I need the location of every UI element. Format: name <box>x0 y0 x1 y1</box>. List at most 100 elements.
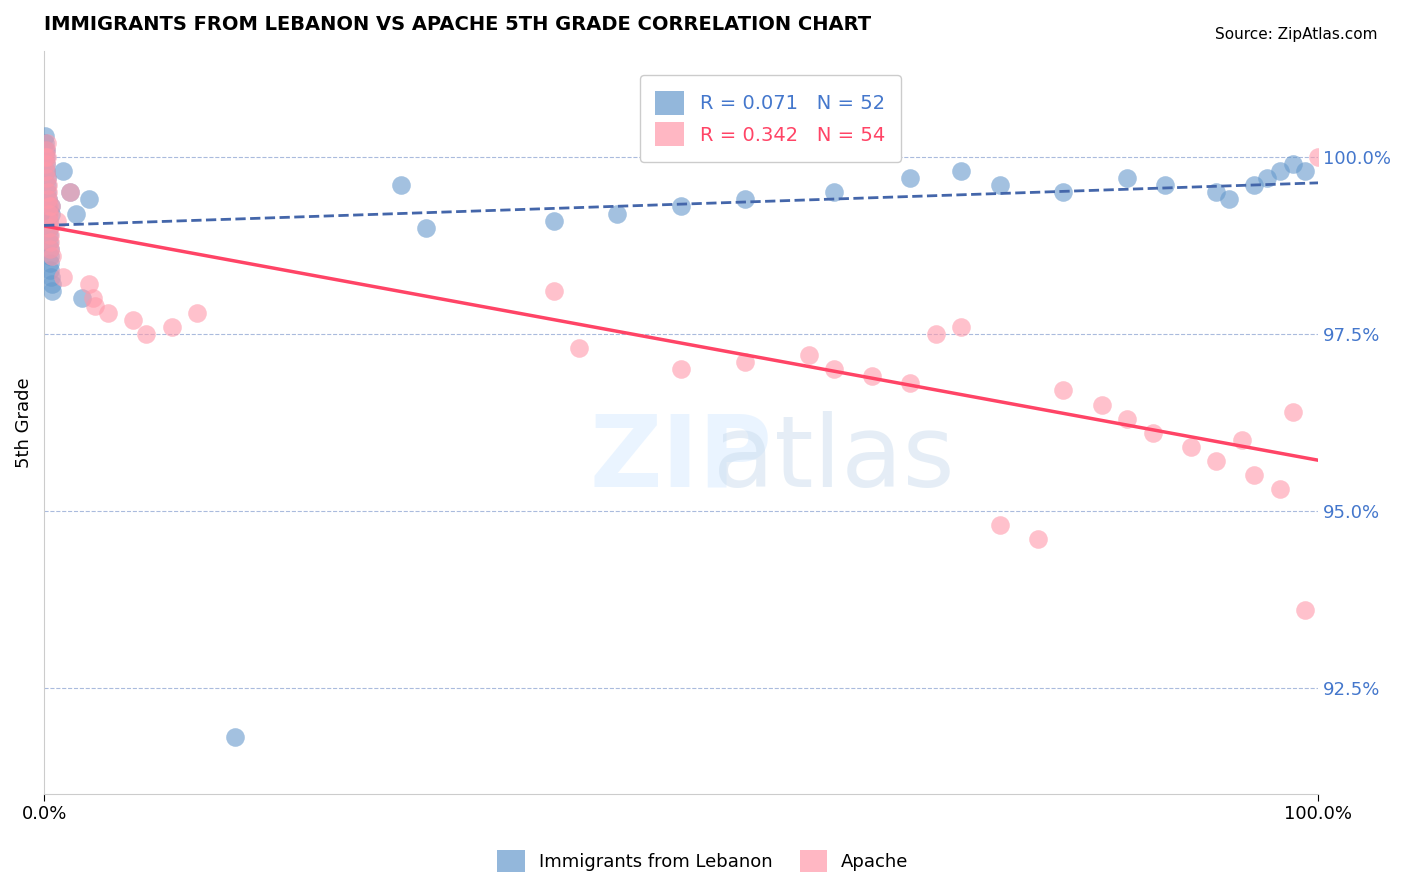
Point <box>135 326 157 341</box>
Point <box>1243 468 1265 483</box>
Point <box>224 730 246 744</box>
Point <box>34 150 56 164</box>
Point <box>77 277 100 292</box>
Point <box>606 206 628 220</box>
Point <box>122 312 145 326</box>
Point <box>1052 384 1074 398</box>
Point <box>35 164 58 178</box>
Point <box>1180 440 1202 454</box>
Point <box>734 193 756 207</box>
Text: Source: ZipAtlas.com: Source: ZipAtlas.com <box>1215 27 1378 42</box>
Legend: Immigrants from Lebanon, Apache: Immigrants from Lebanon, Apache <box>488 841 918 880</box>
Point <box>82 292 104 306</box>
Point <box>65 206 87 220</box>
Point <box>1256 171 1278 186</box>
Point <box>39 235 62 249</box>
Point <box>84 299 107 313</box>
Text: IMMIGRANTS FROM LEBANON VS APACHE 5TH GRADE CORRELATION CHART: IMMIGRANTS FROM LEBANON VS APACHE 5TH GR… <box>44 15 872 34</box>
Point <box>543 213 565 227</box>
Point <box>925 326 948 341</box>
Point <box>37 199 59 213</box>
Point <box>39 256 62 270</box>
Point <box>568 341 591 355</box>
Point <box>1142 425 1164 440</box>
Point <box>669 199 692 213</box>
Point <box>34 143 56 157</box>
Point <box>186 305 208 319</box>
Point <box>39 206 62 220</box>
Point <box>34 128 56 143</box>
Point <box>38 220 60 235</box>
Y-axis label: 5th Grade: 5th Grade <box>15 377 32 467</box>
Point <box>34 136 56 150</box>
Point <box>37 178 59 193</box>
Point <box>72 292 94 306</box>
Point <box>1026 532 1049 546</box>
Point <box>1281 157 1303 171</box>
Point <box>160 319 183 334</box>
Point <box>34 157 56 171</box>
Point <box>38 227 60 242</box>
Point <box>58 186 80 200</box>
Point <box>823 186 845 200</box>
Point <box>34 143 56 157</box>
Point <box>1294 603 1316 617</box>
Point <box>950 164 973 178</box>
Point <box>35 171 58 186</box>
Point <box>58 186 80 200</box>
Point <box>900 376 922 391</box>
Point <box>35 136 58 150</box>
Point <box>415 220 437 235</box>
Point <box>52 270 75 285</box>
Point <box>35 164 58 178</box>
Point <box>41 277 63 292</box>
Point <box>988 517 1011 532</box>
Point <box>41 249 63 263</box>
Point <box>1268 483 1291 497</box>
Point <box>1243 178 1265 193</box>
Point <box>37 186 59 200</box>
Point <box>37 150 59 164</box>
Point <box>39 242 62 256</box>
Point <box>1268 164 1291 178</box>
Text: ZIP: ZIP <box>589 411 772 508</box>
Point <box>37 193 59 207</box>
Point <box>35 157 58 171</box>
Point <box>1116 411 1139 425</box>
Point <box>1281 404 1303 418</box>
Point <box>35 178 58 193</box>
Point <box>37 193 59 207</box>
Text: atlas: atlas <box>713 411 955 508</box>
Point <box>39 263 62 277</box>
Point <box>38 206 60 220</box>
Point <box>45 213 67 227</box>
Point <box>1116 171 1139 186</box>
Point <box>1154 178 1177 193</box>
Point <box>1308 150 1330 164</box>
Point <box>1230 433 1253 447</box>
Point <box>38 227 60 242</box>
Point <box>37 186 59 200</box>
Point <box>823 362 845 376</box>
Point <box>38 220 60 235</box>
Point <box>41 285 63 299</box>
Point <box>38 199 60 213</box>
Point <box>950 319 973 334</box>
Point <box>797 348 820 362</box>
Point <box>988 178 1011 193</box>
Point <box>734 355 756 369</box>
Point <box>35 171 58 186</box>
Point <box>543 285 565 299</box>
Point <box>1090 398 1112 412</box>
Point <box>669 362 692 376</box>
Legend: R = 0.071   N = 52, R = 0.342   N = 54: R = 0.071 N = 52, R = 0.342 N = 54 <box>640 76 901 161</box>
Point <box>1205 454 1227 468</box>
Point <box>97 305 120 319</box>
Point <box>1205 186 1227 200</box>
Point <box>34 150 56 164</box>
Point <box>52 164 75 178</box>
Point <box>38 242 60 256</box>
Point <box>389 178 412 193</box>
Point <box>1294 164 1316 178</box>
Point <box>38 235 60 249</box>
